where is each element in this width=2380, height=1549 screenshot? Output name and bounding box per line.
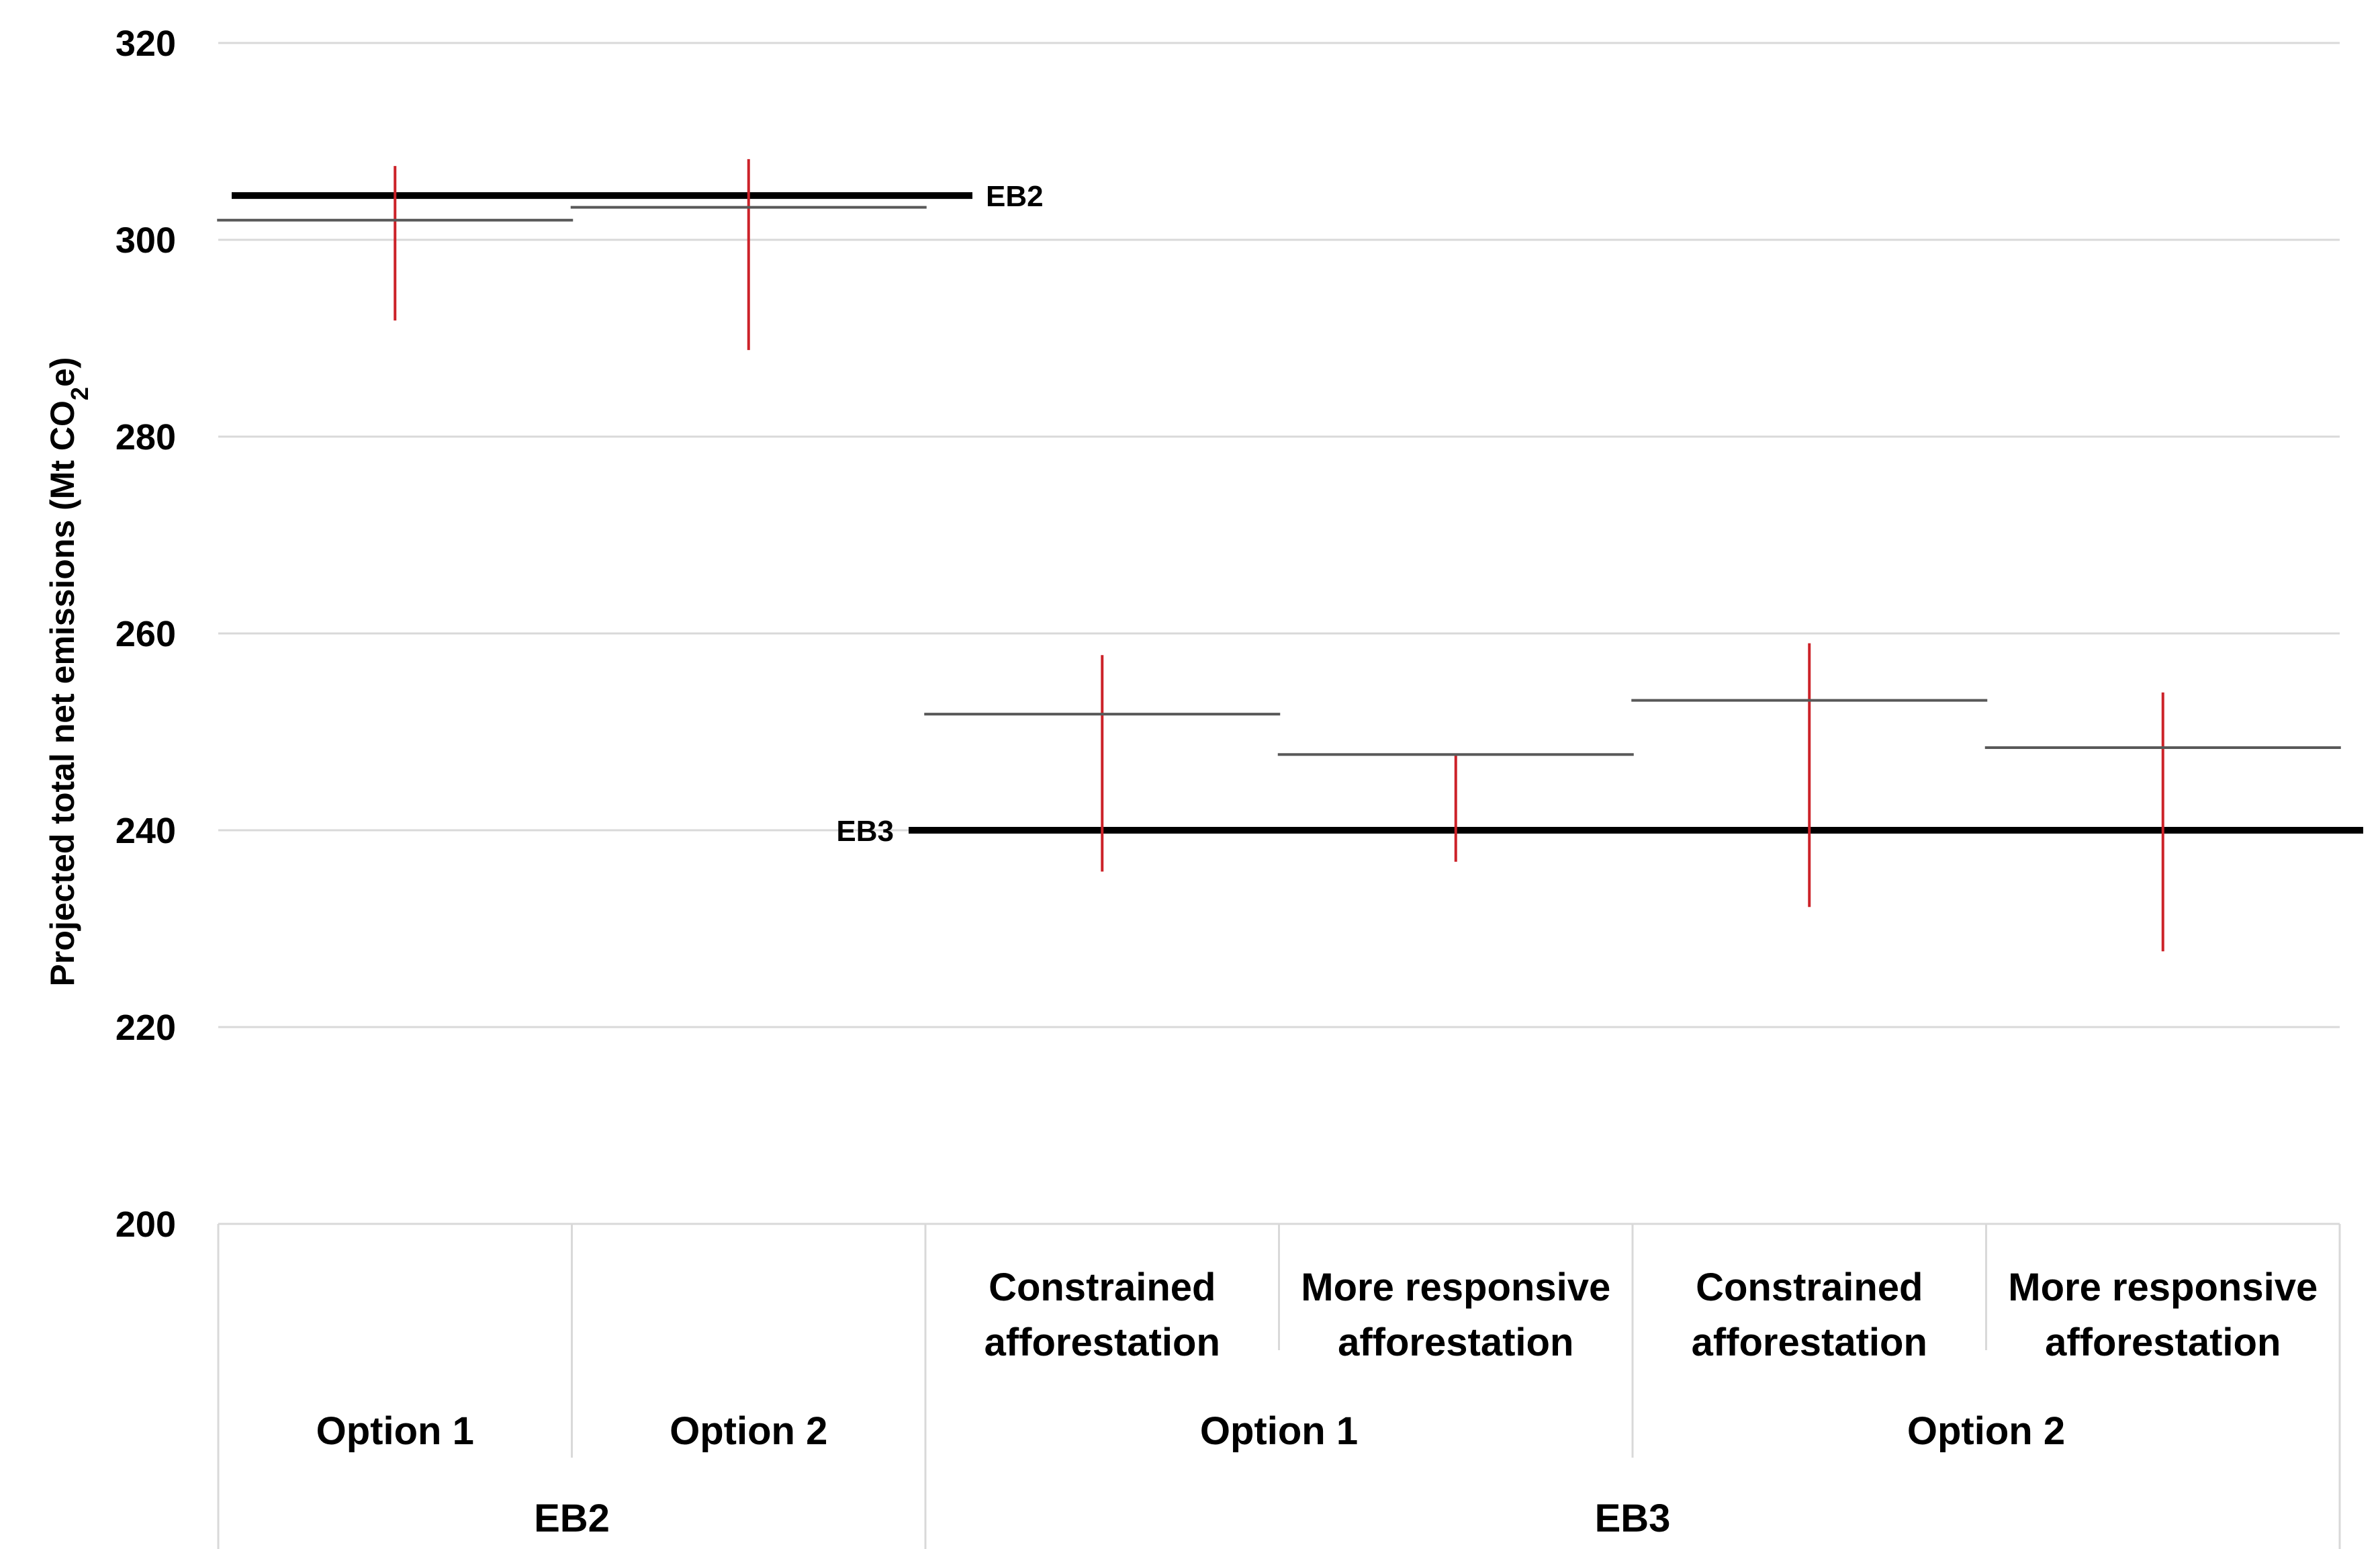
y-tick-label-200: 200 — [116, 1204, 176, 1245]
y-axis-label: Projected total net emissions (Mt CO2e) — [44, 357, 93, 987]
category-label-5-line-0: More responsive — [2008, 1266, 2318, 1309]
category-label-3-line-0: More responsive — [1301, 1266, 1610, 1309]
y-axis-label-end: e) — [44, 357, 81, 387]
y-tick-label-240: 240 — [116, 811, 176, 851]
option-label-0: Option 1 — [316, 1409, 474, 1453]
category-label-4-line-0: Constrained — [1696, 1266, 1923, 1309]
category-axis: Constrained afforestation More responsive a… — [217, 1223, 2341, 1549]
category-label-5-line-1: afforestation — [2045, 1321, 2281, 1364]
reference-label-EB3: EB3 — [836, 815, 894, 848]
y-axis: 200 220 240 260 280 300 320 — [116, 24, 176, 1245]
option-label-1: Option 2 — [670, 1409, 827, 1453]
y-axis-label-subscript: 2 — [66, 387, 93, 400]
y-tick-label-320: 320 — [116, 24, 176, 64]
y-axis-label-main: Projected total net emissions (Mt CO — [44, 400, 81, 986]
option-label-3: Option 2 — [1907, 1409, 2065, 1453]
category-label-2-line-0: Constrained — [989, 1266, 1216, 1309]
y-tick-label-260: 260 — [116, 614, 176, 654]
option-label-2: Option 1 — [1200, 1409, 1358, 1453]
y-axis-label-group: Projected total net emissions (Mt CO2e) — [44, 357, 93, 987]
reference-label-EB2: EB2 — [986, 180, 1044, 213]
grid-lines — [218, 42, 2340, 1028]
category-label-4-line-1: afforestation — [1692, 1321, 1927, 1364]
group-label-EB2: EB2 — [534, 1497, 610, 1540]
reference-lines: EB2 EB3 — [232, 180, 2363, 848]
y-tick-label-280: 280 — [116, 417, 176, 457]
range-marks — [217, 159, 2341, 952]
y-tick-label-220: 220 — [116, 1008, 176, 1048]
y-tick-label-300: 300 — [116, 220, 176, 261]
category-label-2-line-1: afforestation — [985, 1321, 1220, 1364]
category-label-3-line-1: afforestation — [1338, 1321, 1573, 1364]
group-label-EB3: EB3 — [1595, 1497, 1671, 1540]
